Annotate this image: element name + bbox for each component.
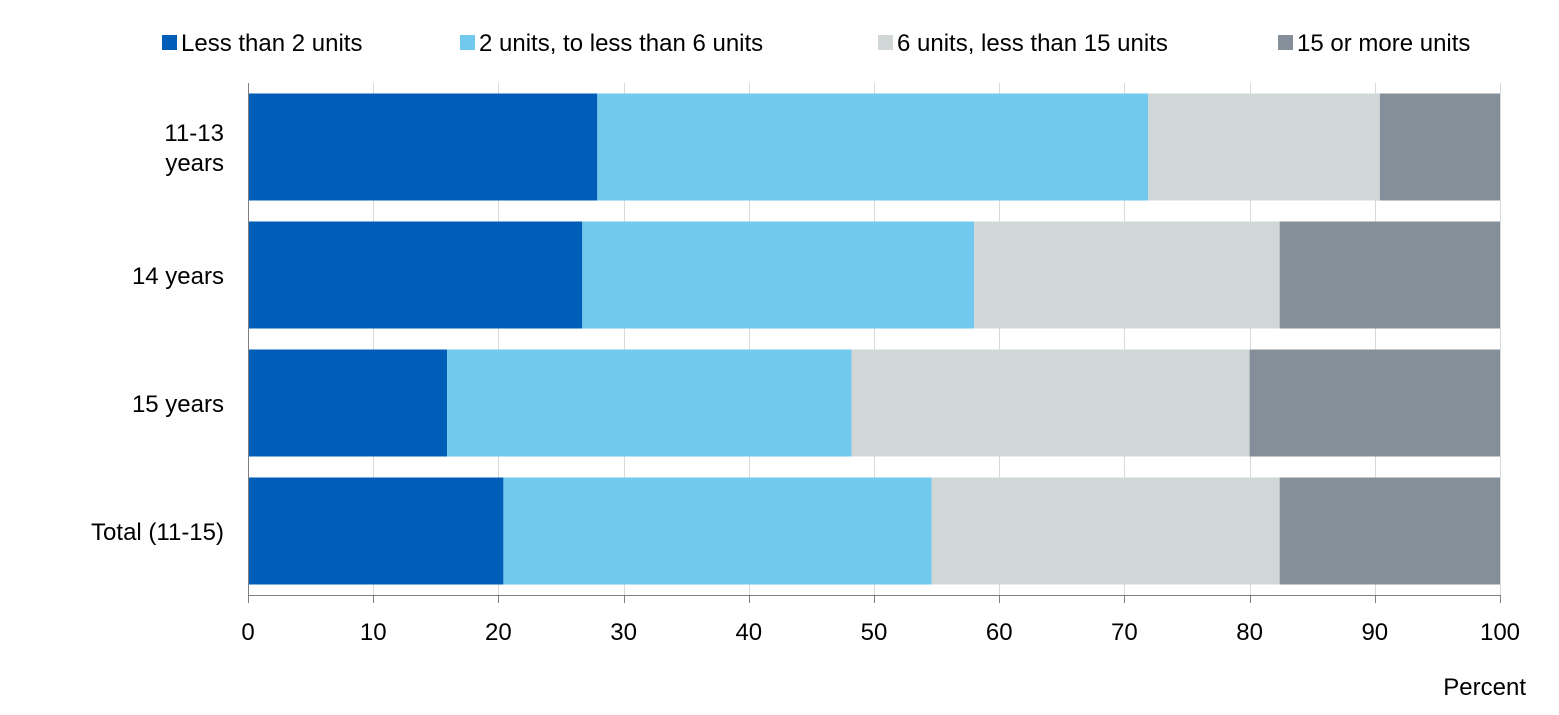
x-tick-label-90: 90 [1361, 619, 1388, 646]
legend-swatch-1 [162, 35, 177, 50]
bar-1-2 [248, 221, 583, 329]
bar-4-1 [1379, 93, 1500, 201]
bar-3-1 [1148, 93, 1380, 201]
x-tick-label-20: 20 [485, 619, 512, 646]
bar-2-2 [582, 221, 975, 329]
bar-2-4 [503, 477, 932, 585]
x-tick-label-80: 80 [1236, 619, 1263, 646]
x-tick-label-10: 10 [360, 619, 387, 646]
legend-swatch-4 [1278, 35, 1293, 50]
bars [248, 93, 1500, 585]
bar-4-4 [1279, 477, 1500, 585]
bar-1-1 [248, 93, 598, 201]
x-axis-label: Percent [1443, 674, 1526, 701]
x-tick-label-100: 100 [1480, 619, 1520, 646]
legend-swatch-3 [878, 35, 893, 50]
x-tick-label-0: 0 [241, 619, 254, 646]
category-label-1: 11-13 years [164, 120, 224, 177]
category-labels: 11-13 years 14 years 15 years Total (11-15) [91, 120, 224, 546]
bar-3-2 [974, 221, 1280, 329]
legend-label-3: 6 units, less than 15 units [897, 30, 1168, 57]
bar-3-3 [851, 349, 1250, 457]
bar-4-3 [1249, 349, 1500, 457]
bar-2-1 [597, 93, 1149, 201]
x-tick-label-50: 50 [861, 619, 888, 646]
x-tick-label-70: 70 [1111, 619, 1138, 646]
legend-label-4: 15 or more units [1297, 30, 1470, 57]
category-label-4: Total (11-15) [91, 519, 224, 546]
x-tick-label-30: 30 [610, 619, 637, 646]
bar-4-2 [1279, 221, 1500, 329]
bar-2-3 [447, 349, 852, 457]
x-tick-label-40: 40 [735, 619, 762, 646]
bar-3-4 [931, 477, 1280, 585]
bar-1-4 [248, 477, 504, 585]
bar-1-3 [248, 349, 448, 457]
axes [248, 83, 1501, 603]
x-tick-label-60: 60 [986, 619, 1013, 646]
legend: Less than 2 units 2 units, to less than 6… [162, 30, 1470, 57]
category-label-3: 15 years [132, 391, 224, 418]
legend-swatch-2 [460, 35, 475, 50]
legend-label-1: Less than 2 units [181, 30, 362, 57]
x-tick-labels: 0 10 20 30 40 50 60 70 80 90 100 [241, 619, 1520, 646]
category-label-2: 14 years [132, 263, 224, 290]
legend-label-2: 2 units, to less than 6 units [479, 30, 763, 57]
